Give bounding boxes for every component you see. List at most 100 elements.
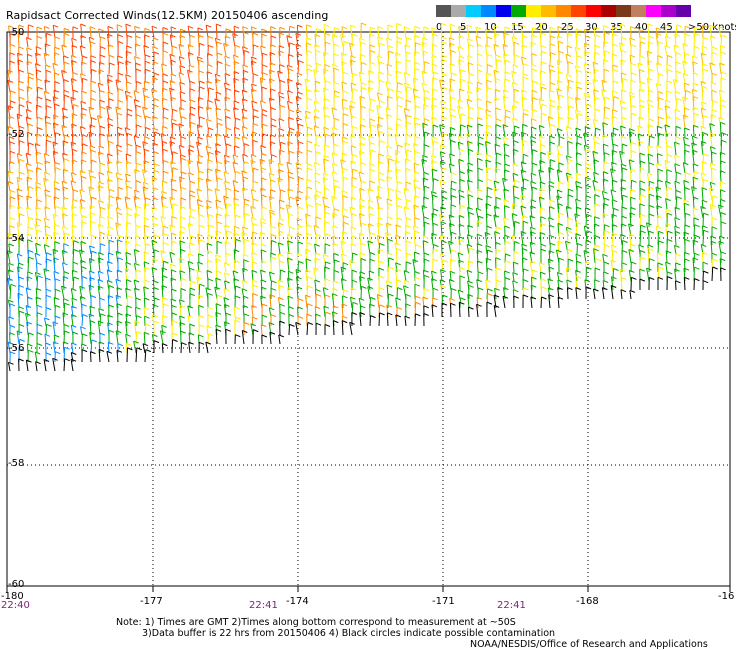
wind-barb-feather — [522, 90, 527, 92]
wind-barb-staff — [612, 200, 613, 209]
wind-barb-feather — [549, 168, 554, 170]
wind-barb-feather — [216, 169, 221, 171]
wind-barb-feather — [324, 25, 329, 27]
wind-barb-feather — [596, 128, 601, 130]
wind-barb-staff — [270, 142, 271, 155]
wind-barb-feather — [379, 72, 384, 74]
wind-barb-feather — [217, 295, 222, 297]
wind-barb-feather — [198, 28, 203, 30]
wind-barb-feather — [290, 227, 295, 229]
wind-barb-feather — [513, 290, 518, 292]
wind-barb-staff — [441, 23, 442, 38]
wind-barb-staff — [604, 231, 605, 245]
wind-barb-staff — [576, 173, 577, 182]
wind-barb-feather — [496, 227, 501, 229]
wind-barb-feather — [667, 155, 672, 157]
wind-barb-feather — [173, 109, 178, 111]
wind-barb-staff — [369, 271, 370, 281]
wind-barb-feather — [559, 233, 564, 235]
wind-barb-staff — [63, 227, 64, 236]
wind-barb-staff — [342, 27, 343, 38]
wind-barb-feather — [200, 81, 205, 83]
wind-barb-feather — [380, 43, 385, 45]
wind-barb-feather — [649, 205, 654, 207]
wind-barb-feather — [29, 77, 34, 79]
wind-barb-staff — [9, 244, 10, 254]
wind-barb-feather — [81, 101, 86, 103]
wind-barb-staff — [585, 127, 586, 137]
wind-barb-feather — [667, 277, 672, 279]
wind-barb-feather — [153, 217, 158, 219]
wind-barb-feather — [263, 73, 268, 75]
wind-barb-feather — [514, 126, 519, 128]
wind-barb-feather — [532, 64, 537, 66]
wind-barb-feather — [118, 235, 123, 237]
wind-barb-feather — [424, 90, 429, 92]
wind-barb-feather — [594, 235, 599, 237]
wind-barb-feather — [352, 155, 357, 157]
wind-barb-feather — [676, 71, 681, 73]
wind-barb-staff — [676, 281, 677, 290]
wind-barb-feather — [207, 135, 212, 137]
wind-barb-feather — [640, 100, 645, 102]
wind-barb-feather — [207, 107, 212, 109]
wind-barb-feather — [377, 295, 382, 297]
wind-barb-feather — [712, 110, 717, 112]
wind-barb-feather — [235, 137, 240, 139]
wind-barb-feather — [668, 231, 673, 233]
wind-barb-staff — [621, 37, 622, 47]
wind-barb-feather — [711, 204, 716, 206]
wind-barb-feather — [307, 243, 312, 245]
wind-barb-feather — [387, 155, 392, 157]
wind-barb-staff — [450, 128, 451, 138]
wind-barb-feather — [10, 151, 15, 153]
wind-barb-feather — [280, 80, 285, 82]
wind-barb-feather — [622, 251, 627, 253]
wind-barb-feather — [397, 205, 402, 207]
wind-barb-feather — [208, 215, 213, 217]
wind-barb-feather — [712, 227, 717, 229]
wind-barb-feather — [569, 106, 574, 108]
wind-barb-feather — [308, 205, 313, 207]
wind-barb-feather — [351, 25, 356, 27]
wind-barb-staff — [297, 167, 298, 182]
wind-barb-staff — [81, 74, 82, 83]
wind-barb-feather — [128, 296, 133, 298]
wind-barb-staff — [306, 25, 307, 38]
wind-barb-feather — [360, 137, 365, 139]
wind-barb-feather — [306, 214, 311, 216]
wind-barb-staff — [199, 117, 200, 128]
wind-barb-feather — [146, 244, 151, 246]
wind-barb-staff — [576, 110, 577, 119]
wind-barb-feather — [36, 219, 41, 221]
wind-barb-staff — [450, 64, 451, 74]
wind-barb-feather — [522, 244, 527, 246]
wind-barb-feather — [145, 236, 150, 238]
wind-barb-staff — [566, 75, 568, 84]
wind-barb-feather — [91, 296, 96, 298]
wind-barb-feather — [720, 122, 725, 124]
wind-barb-feather — [450, 24, 455, 26]
wind-barb-feather — [28, 25, 33, 27]
wind-barb-feather — [513, 164, 518, 166]
wind-barb-feather — [512, 214, 517, 216]
wind-barb-feather — [297, 92, 302, 94]
wind-barb-feather — [11, 91, 16, 93]
wind-barb-feather — [99, 152, 104, 154]
wind-barb-feather — [28, 170, 33, 172]
wind-barb-feather — [639, 245, 644, 247]
wind-barb-feather — [452, 196, 457, 198]
wind-barb-feather — [343, 168, 348, 170]
wind-barb-staff — [685, 83, 686, 92]
wind-barb-staff — [432, 64, 433, 74]
wind-barb-feather — [532, 90, 537, 92]
wind-barb-staff — [693, 197, 694, 209]
wind-barb-staff — [576, 207, 577, 218]
wind-barb-feather — [559, 163, 564, 165]
wind-barb-feather — [136, 225, 141, 227]
wind-barb-staff — [144, 204, 145, 218]
wind-barb-feather — [136, 307, 141, 309]
wind-barb-staff — [351, 25, 352, 38]
wind-barb-staff — [593, 119, 595, 128]
wind-barb-feather — [406, 135, 411, 137]
